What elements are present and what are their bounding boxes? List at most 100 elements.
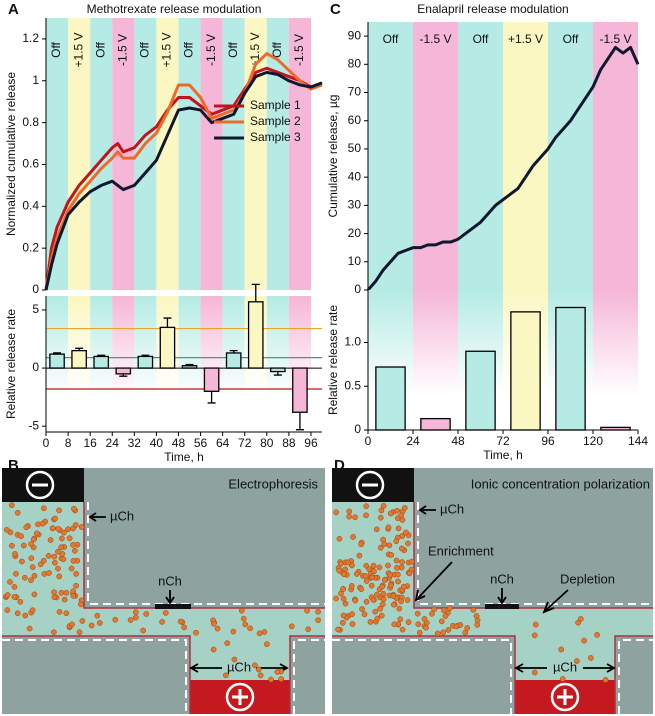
particle (63, 610, 70, 617)
wall-edge (332, 502, 653, 714)
band (112, 18, 135, 290)
particle (240, 615, 247, 622)
x-tick-label: 96 (304, 436, 318, 450)
particle (268, 676, 274, 683)
particle (63, 589, 70, 596)
wall (2, 639, 325, 714)
y-tick-label: 0.2 (22, 240, 39, 254)
nanochannel (155, 604, 191, 609)
particle (60, 529, 67, 536)
particle (399, 559, 405, 565)
particle (394, 571, 401, 578)
particle (377, 514, 384, 521)
plus-sign (550, 682, 580, 712)
particle (531, 669, 538, 676)
particle (96, 620, 103, 626)
band (593, 290, 638, 430)
particle (394, 565, 400, 571)
particle (441, 607, 447, 614)
bar (420, 417, 451, 431)
particle (28, 577, 34, 584)
particle (132, 609, 139, 616)
error-bar (75, 347, 84, 351)
legend-label: Sample 2 (250, 114, 301, 128)
particle (257, 672, 264, 679)
chart: -5 0 5 0 8 16 24 32 40 48 56 64 72 80 88 96 Relative rel… (4, 283, 322, 464)
particle (531, 632, 538, 639)
particle (403, 529, 409, 536)
particle (352, 514, 358, 521)
particle (581, 637, 587, 644)
particle (79, 618, 86, 624)
particle (442, 613, 449, 619)
x-tick-label: 48 (451, 434, 465, 448)
particle (56, 507, 62, 514)
band (368, 22, 413, 290)
y-tick-label: 0.4 (22, 198, 39, 212)
particle (305, 626, 312, 633)
arrow (414, 561, 453, 602)
error-bar (97, 354, 106, 357)
particle (28, 555, 35, 562)
particle (532, 621, 539, 628)
particle (388, 552, 395, 558)
particle (378, 612, 385, 619)
particle (414, 610, 421, 617)
particle (224, 640, 231, 647)
particle (335, 626, 341, 633)
y-tick-label: 0 (354, 282, 361, 296)
particle (388, 582, 394, 588)
bar (247, 301, 264, 369)
particle (356, 552, 363, 559)
particle (387, 510, 394, 517)
particle (40, 557, 47, 564)
band (156, 18, 179, 290)
particle (210, 646, 217, 653)
error-bar (207, 391, 216, 404)
x-tick-label: 24 (406, 434, 420, 448)
y-tick-label: 0.8 (22, 115, 39, 129)
particle (4, 592, 11, 598)
wall-edge (2, 502, 325, 714)
particle (52, 559, 58, 566)
band-label: -1.5 V (204, 34, 218, 66)
panel-label: A (8, 1, 19, 18)
particle (374, 615, 381, 622)
band (200, 18, 223, 290)
arrow (418, 505, 436, 515)
particle (385, 562, 391, 569)
particle (315, 608, 321, 615)
particle (346, 513, 352, 520)
x-tick-label: 48 (172, 436, 186, 450)
particle (31, 591, 38, 598)
particle (380, 596, 387, 603)
particle (315, 617, 321, 623)
plus-sign (557, 689, 573, 705)
particle (363, 503, 370, 510)
particle (29, 564, 36, 571)
particle (349, 621, 356, 627)
y-tick-label: 0.5 (344, 378, 361, 392)
particle (367, 619, 374, 625)
particle (382, 576, 388, 583)
particle (371, 568, 377, 575)
particle (464, 625, 471, 631)
particle (222, 672, 229, 679)
particle (71, 505, 77, 512)
wall (417, 502, 653, 605)
particle (398, 545, 405, 552)
particle (393, 557, 400, 564)
y-tick-label: 40 (348, 169, 362, 183)
band-label: -1.5 V (599, 32, 631, 46)
particle (362, 573, 369, 579)
particle (405, 540, 411, 547)
particle (58, 589, 65, 596)
bar (159, 326, 176, 369)
particle (19, 558, 25, 565)
band-label: Off (226, 41, 240, 57)
annotation: Depletion (560, 571, 615, 586)
particle (55, 525, 62, 532)
particle (11, 594, 18, 600)
band (548, 22, 593, 290)
particle (304, 607, 310, 614)
